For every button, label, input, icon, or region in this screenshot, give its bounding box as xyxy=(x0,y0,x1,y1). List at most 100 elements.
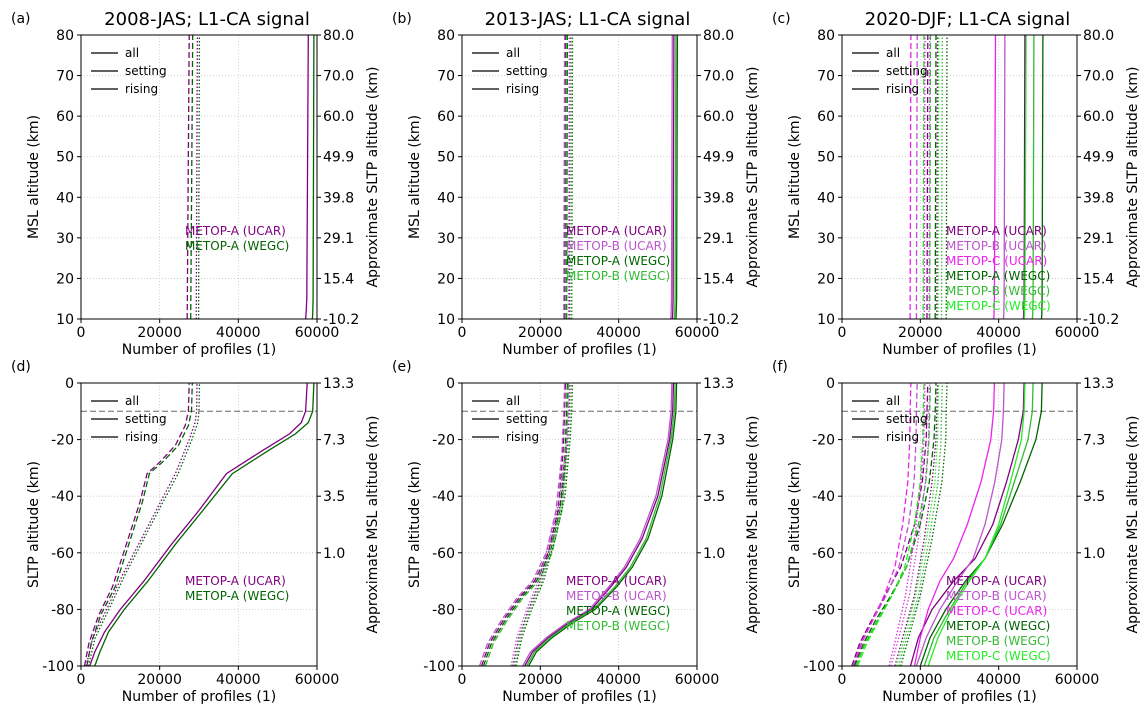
y-right-tick-label: 60.0 xyxy=(323,109,354,125)
legend-label: all xyxy=(506,394,520,408)
x-tick-label: 40000 xyxy=(216,325,261,341)
legend-label: rising xyxy=(506,82,539,96)
panel-label: (a) xyxy=(11,11,31,27)
satellite-label: METOP-A (UCAR) xyxy=(946,224,1047,238)
y-tick-label: 30 xyxy=(817,231,835,247)
y-right-tick-label: 1.0 xyxy=(323,546,345,562)
y-tick-label: -60 xyxy=(51,546,74,562)
y-axis-label: SLTP altitude (km) xyxy=(787,461,803,588)
y-tick-label: 70 xyxy=(56,69,74,85)
y-tick-label: 80 xyxy=(817,28,835,44)
x-tick-label: 20000 xyxy=(518,325,563,341)
legend-label: all xyxy=(506,46,520,60)
series-line-all xyxy=(311,35,315,319)
x-tick-label: 0 xyxy=(77,672,86,688)
y-tick-label: 50 xyxy=(817,150,835,166)
x-tick-label: 40000 xyxy=(596,325,641,341)
legend-label: rising xyxy=(886,82,919,96)
y-tick-label: 80 xyxy=(437,28,455,44)
y-tick-label: 60 xyxy=(56,109,74,125)
series-line-all xyxy=(1002,35,1006,319)
y-right-tick-label: 80.0 xyxy=(1083,28,1114,44)
satellite-label: METOP-A (UCAR) xyxy=(566,224,667,238)
x-tick-label: 0 xyxy=(77,325,86,341)
series-line-setting xyxy=(510,383,570,666)
y-tick-label: 70 xyxy=(437,69,455,85)
y-axis-label: MSL altitude (km) xyxy=(407,115,423,239)
x-tick-label: 60000 xyxy=(1055,672,1100,688)
y-right-tick-label: 39.8 xyxy=(1083,190,1114,206)
satellite-label: METOP-B (UCAR) xyxy=(566,239,667,253)
series-line-all xyxy=(1023,35,1027,319)
y-tick-label: -60 xyxy=(812,546,835,562)
y-tick-label: 20 xyxy=(817,271,835,287)
series-line-all xyxy=(909,383,1025,666)
axes-frame xyxy=(841,382,1078,667)
series-line-all xyxy=(919,383,1043,666)
x-tick-label: 20000 xyxy=(137,325,182,341)
y-tick-label: -100 xyxy=(803,659,835,675)
series-line-setting xyxy=(940,35,943,319)
x-axis-label: Number of profiles (1) xyxy=(502,689,656,705)
series-line-all xyxy=(526,383,676,666)
y-tick-label: 0 xyxy=(446,376,455,392)
y-tick-label: 20 xyxy=(437,271,455,287)
x-tick-label: 20000 xyxy=(898,672,943,688)
series-line-rising xyxy=(482,383,569,666)
y-axis-label: MSL altitude (km) xyxy=(787,115,803,239)
y-right-tick-label: 13.3 xyxy=(1083,376,1114,392)
legend-label: all xyxy=(125,394,139,408)
series-line-rising xyxy=(909,35,912,319)
legend-label: setting xyxy=(125,412,167,426)
series-line-all xyxy=(915,383,1005,666)
x-axis-label: Number of profiles (1) xyxy=(122,689,276,705)
satellite-label: METOP-C (WEGC) xyxy=(946,649,1051,663)
series-line-rising xyxy=(853,383,912,666)
legend-label: setting xyxy=(886,64,928,78)
series-line-all xyxy=(304,35,309,319)
y-tick-label: -40 xyxy=(812,489,835,505)
series-line-rising xyxy=(484,383,570,666)
x-tick-label: 60000 xyxy=(675,325,720,341)
y-right-tick-label: 3.5 xyxy=(703,489,725,505)
y-tick-label: 30 xyxy=(437,231,455,247)
y-axis-label: SLTP altitude (km) xyxy=(26,461,42,588)
legend-label: rising xyxy=(506,430,539,444)
series-line-rising xyxy=(86,383,193,666)
y-right-axis-label: Approximate SLTP altitude (km) xyxy=(1125,67,1141,288)
y-right-axis-label: Approximate SLTP altitude (km) xyxy=(745,67,761,288)
x-tick-label: 60000 xyxy=(1055,325,1100,341)
y-tick-label: 60 xyxy=(817,109,835,125)
y-right-tick-label: 13.3 xyxy=(703,376,734,392)
legend-label: all xyxy=(886,46,900,60)
series-line-rising xyxy=(480,383,567,666)
satellite-label: METOP-B (WEGC) xyxy=(566,619,670,633)
y-right-tick-label: 1.0 xyxy=(1083,546,1105,562)
y-tick-label: -80 xyxy=(812,602,835,618)
y-right-tick-label: 29.1 xyxy=(703,231,734,247)
series-line-all xyxy=(992,35,997,319)
panel-label: (c) xyxy=(772,11,791,27)
satellite-label: METOP-A (WEGC) xyxy=(185,589,289,603)
y-tick-label: 50 xyxy=(437,150,455,166)
y-axis-label: MSL altitude (km) xyxy=(26,115,42,239)
legend-label: all xyxy=(886,394,900,408)
satellite-label: METOP-C (UCAR) xyxy=(946,254,1047,268)
y-right-tick-label: 15.4 xyxy=(703,271,734,287)
satellite-label: METOP-C (UCAR) xyxy=(946,604,1047,618)
series-line-rising xyxy=(563,35,566,319)
y-right-tick-label: 3.5 xyxy=(323,489,345,505)
series-line-rising xyxy=(478,383,566,666)
y-right-tick-label: 80.0 xyxy=(703,28,734,44)
axes-frame xyxy=(841,34,1078,320)
series-line-all xyxy=(913,383,996,666)
series-line-rising xyxy=(83,383,190,666)
y-right-axis-label: Approximate MSL altitude (km) xyxy=(1125,416,1141,634)
legend-label: rising xyxy=(125,82,158,96)
series-line-all xyxy=(927,383,1026,666)
series-line-setting xyxy=(87,383,201,666)
x-tick-label: 0 xyxy=(838,325,847,341)
legend-label: all xyxy=(125,46,139,60)
satellite-label: METOP-A (WEGC) xyxy=(946,619,1050,633)
satellite-label: METOP-B (WEGC) xyxy=(946,284,1050,298)
